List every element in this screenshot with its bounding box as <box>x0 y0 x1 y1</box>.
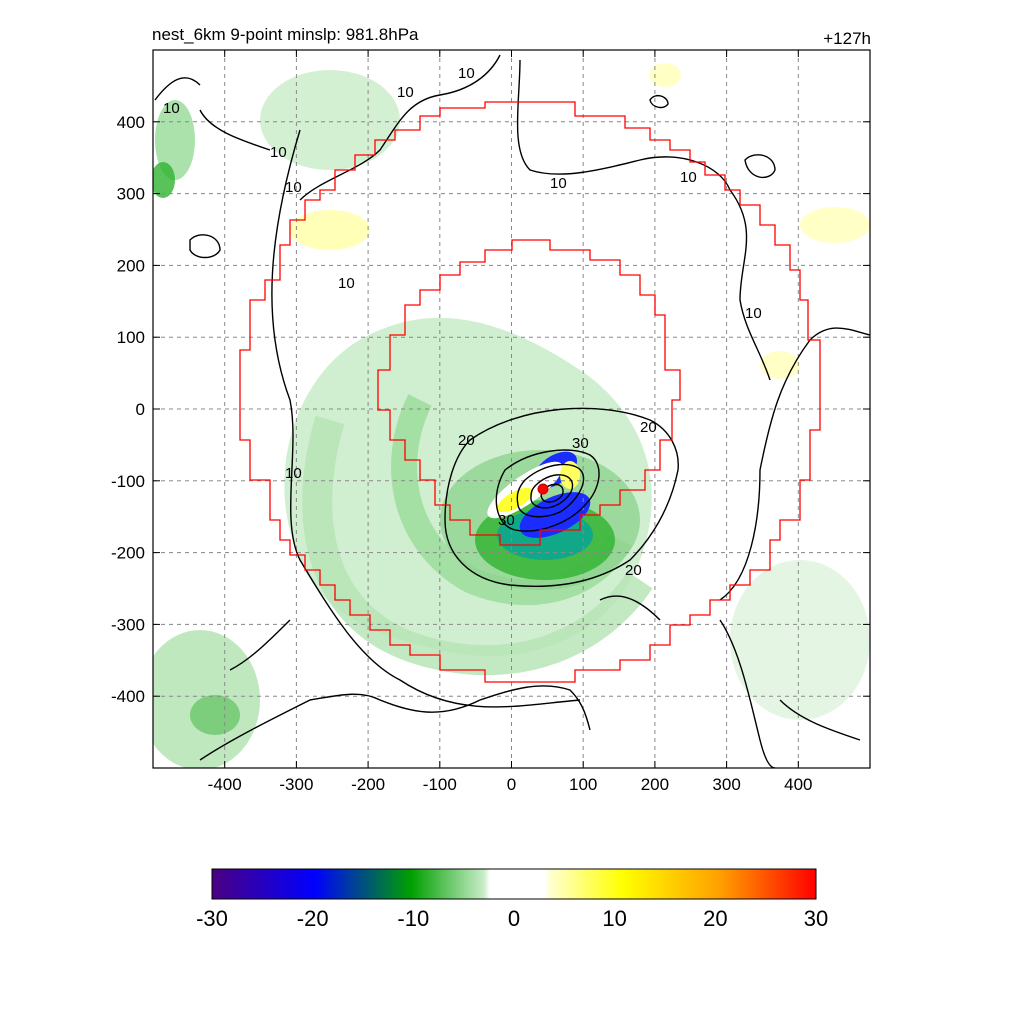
x-tick-label: -300 <box>279 775 313 794</box>
contour-label: 10 <box>285 179 302 196</box>
x-tick-label: 400 <box>784 775 812 794</box>
spiral-band-outer <box>302 415 653 676</box>
green-patch-sw-dark <box>190 695 240 735</box>
y-tick-label: -300 <box>111 615 145 634</box>
contour-label: 10 <box>680 169 697 186</box>
colorbar-tick-label: 20 <box>703 906 727 931</box>
contour-10-blob-1 <box>189 234 221 259</box>
contour-20-outer <box>444 407 679 587</box>
contour-label: 30 <box>498 512 515 529</box>
x-tick-label: 300 <box>712 775 740 794</box>
green-patch-nw <box>155 100 195 180</box>
colorbar-ticks: -30 -20 -10 0 10 20 30 <box>196 906 828 931</box>
contour-label: 10 <box>338 275 355 292</box>
analysis-region-inner <box>377 239 681 546</box>
contour-label: 10 <box>458 65 475 82</box>
y-tick-label: 200 <box>117 256 145 275</box>
contour-inner-1 <box>516 463 585 518</box>
x-tick-label: 200 <box>641 775 669 794</box>
contour-10-west <box>154 77 201 101</box>
contour-10-blob-3 <box>744 154 776 179</box>
x-tick-label: -100 <box>423 775 457 794</box>
contour-label: 10 <box>163 100 180 117</box>
contour-label: 10 <box>397 84 414 101</box>
contour-label: 30 <box>572 435 589 452</box>
contour-label: 20 <box>625 562 642 579</box>
contour-label: 10 <box>550 175 567 192</box>
forecast-hour-label: +127h <box>823 29 871 48</box>
y-tick-label: 400 <box>117 113 145 132</box>
contour-label: 10 <box>745 305 762 322</box>
yellow-core <box>497 487 533 513</box>
y-tick-label: 0 <box>136 400 145 419</box>
contour-inner-3 <box>540 483 564 503</box>
contour-10-blob-2 <box>649 94 669 109</box>
storm-center-marker <box>537 483 549 495</box>
contour-10-southeast <box>719 619 861 768</box>
contour-10-south <box>199 619 591 761</box>
contour-inner-2 <box>530 474 574 509</box>
colorbar-tick-label: -10 <box>397 906 429 931</box>
shading-field <box>153 63 870 768</box>
colorbar-tick-label: 30 <box>804 906 828 931</box>
yellow-patch-n <box>290 210 370 250</box>
analysis-region-outer <box>239 101 821 683</box>
contour-labels: 10 10 10 10 10 10 10 10 10 10 20 20 20 3… <box>163 65 762 579</box>
contour-label: 20 <box>640 419 657 436</box>
yellow-core-2 <box>560 461 580 489</box>
y-tick-label: 100 <box>117 328 145 347</box>
x-tick-label: -200 <box>351 775 385 794</box>
figure-title: nest_6km 9-point minslp: 981.8hPa <box>152 25 419 44</box>
contour-label: 10 <box>285 465 302 482</box>
colorbar: -30 -20 -10 0 10 20 30 <box>196 868 828 931</box>
y-tick-label: -400 <box>111 687 145 706</box>
x-tick-label: 100 <box>569 775 597 794</box>
contour-label: 20 <box>458 432 475 449</box>
y-axis: 400 300 200 100 0 -100 -200 -300 -400 <box>111 113 145 706</box>
plot-area <box>153 50 870 768</box>
green-patch-se <box>730 560 870 720</box>
x-tick-label: 0 <box>507 775 516 794</box>
yellow-patch-top <box>649 63 681 87</box>
green-patch-w <box>153 162 175 198</box>
blue-core-south <box>519 492 591 538</box>
axis-ticks <box>153 50 870 768</box>
colorbar-tick-label: -30 <box>196 906 228 931</box>
contour-30-ring <box>495 449 600 532</box>
y-tick-label: -200 <box>111 544 145 563</box>
colorbar-tick-label: 10 <box>602 906 626 931</box>
x-axis: -400 -300 -200 -100 0 100 200 300 400 <box>208 775 813 794</box>
contour-label: 10 <box>270 144 287 161</box>
y-tick-label: -100 <box>111 472 145 491</box>
y-tick-label: 300 <box>117 185 145 204</box>
yellow-patch-ne <box>800 207 870 243</box>
colorbar-tick-label: 0 <box>508 906 520 931</box>
colorbar-tick-label: -20 <box>297 906 329 931</box>
x-tick-label: -400 <box>208 775 242 794</box>
colorbar-gradient <box>211 868 817 900</box>
